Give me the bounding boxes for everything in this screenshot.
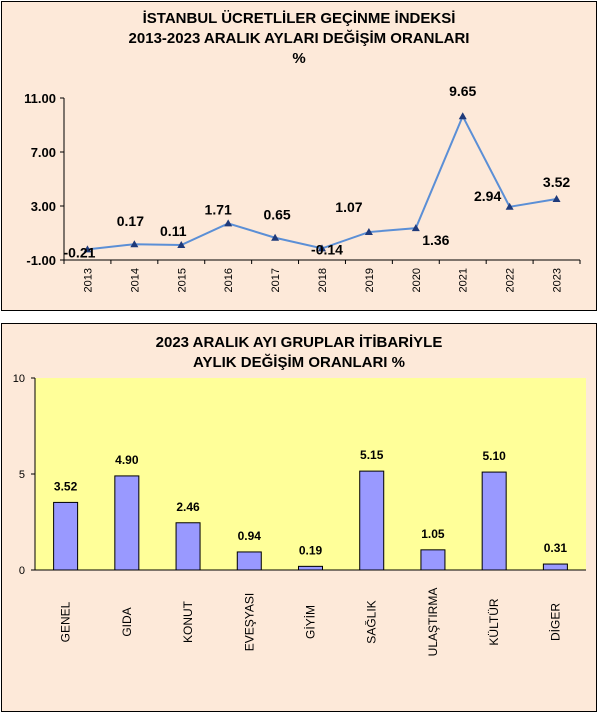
- data-label: 0.31: [544, 541, 568, 555]
- y-tick-label: 3.00: [31, 199, 56, 214]
- bar-chart-title-line-1: 2023 ARALIK AYI GRUPLAR İTİBARİYLE: [155, 334, 443, 351]
- data-label: 3.52: [54, 479, 78, 493]
- line-chart: 11.00 7.00 3.00 -1.00 2013 2014 2015 2016 2017 20…: [24, 83, 581, 292]
- y-tick-label: 5: [19, 469, 25, 481]
- bar: [236, 551, 262, 571]
- bar: [53, 501, 79, 571]
- x-category-label: DİGER: [548, 603, 562, 641]
- x-category-label: EVEŞYASI: [242, 593, 256, 651]
- data-point-marker: [552, 194, 561, 202]
- data-label: 0.17: [117, 213, 144, 229]
- data-point-marker: [318, 244, 326, 252]
- data-point-marker: [411, 224, 420, 232]
- line-chart-title-line-1: İSTANBUL ÜCRETLİLER GEÇİNME İNDEKSİ: [142, 10, 456, 27]
- x-tick-label: 2021: [458, 268, 470, 292]
- data-label: 0.65: [263, 207, 290, 223]
- bar: [298, 565, 323, 571]
- data-label: 3.52: [543, 174, 570, 190]
- line-chart-panel: İSTANBUL ÜCRETLİLER GEÇİNME İNDEKSİ 2013…: [1, 1, 597, 311]
- x-tick-label: 2019: [364, 268, 376, 292]
- x-category-label: KÜLTÜR: [487, 598, 501, 645]
- bar-chart-title-line-2: AYLIK DEĞİŞİM ORANLARI %: [193, 354, 405, 371]
- x-tick-label: 2017: [270, 268, 282, 292]
- data-label: 0.19: [299, 543, 323, 557]
- data-point-marker: [177, 241, 186, 249]
- x-category-label: GIDA: [120, 607, 134, 636]
- data-label: 0.11: [160, 223, 187, 239]
- x-tick-label: 2022: [505, 268, 517, 292]
- data-label: 9.65: [449, 83, 476, 99]
- x-tick-label: 2016: [223, 268, 235, 292]
- data-label: -0.21: [63, 244, 95, 260]
- x-tick-label: 2020: [411, 268, 423, 292]
- data-label: -0.14: [311, 241, 343, 257]
- data-label: 5.10: [482, 449, 506, 463]
- data-point-marker: [271, 233, 280, 241]
- data-label: 1.05: [421, 527, 445, 541]
- data-point-marker: [224, 219, 233, 227]
- y-tick-label: -1.00: [26, 253, 56, 268]
- data-label: 1.71: [205, 201, 232, 217]
- series-line: [87, 113, 557, 251]
- bar: [481, 471, 507, 571]
- bar: [359, 470, 385, 571]
- bar: [114, 475, 140, 571]
- data-point-marker: [130, 240, 139, 248]
- line-chart-title-line-3: %: [292, 50, 306, 67]
- data-label: 1.36: [422, 232, 449, 248]
- x-category-label: GENEL: [59, 601, 73, 642]
- x-category-label: ULAŞTIRMA: [426, 588, 440, 657]
- bar: [542, 563, 568, 571]
- x-category-label: KONUT: [181, 600, 195, 643]
- bar: [175, 522, 201, 571]
- data-label: 4.90: [115, 453, 139, 467]
- y-tick-label: 10: [13, 373, 25, 385]
- x-tick-label: 2015: [176, 268, 188, 292]
- x-category-label: GİYİM: [304, 605, 318, 639]
- x-tick-label: 2014: [129, 268, 141, 292]
- line-chart-title-line-2: 2013-2023 ARALIK AYLARI DEĞİŞİM ORANLARI: [128, 30, 470, 47]
- data-label: 5.15: [360, 448, 384, 462]
- bar-chart-panel: 2023 ARALIK AYI GRUPLAR İTİBARİYLE AYLIK…: [1, 323, 597, 712]
- x-tick-label: 2018: [317, 268, 329, 292]
- bar-chart: 10 5 0 3.52 4.90 2.46 0.94 0.19 5.15 1.05 5.10 0.31…: [13, 373, 586, 657]
- data-point-marker: [505, 202, 514, 210]
- data-point-marker: [364, 228, 373, 236]
- y-tick-label: 7.00: [31, 145, 56, 160]
- data-label: 1.07: [335, 199, 362, 215]
- data-point-marker: [458, 112, 467, 120]
- y-tick-label: 11.00: [24, 91, 56, 106]
- x-tick-label: 2013: [82, 268, 94, 292]
- y-tick-label: 0: [19, 565, 25, 577]
- data-label: 0.94: [238, 529, 262, 543]
- x-category-label: SAĞLIK: [364, 600, 379, 643]
- bar: [420, 549, 446, 571]
- x-tick-label: 2023: [552, 268, 564, 292]
- data-point-marker: [83, 245, 92, 253]
- data-label: 2.94: [474, 188, 501, 204]
- data-label: 2.46: [176, 500, 200, 514]
